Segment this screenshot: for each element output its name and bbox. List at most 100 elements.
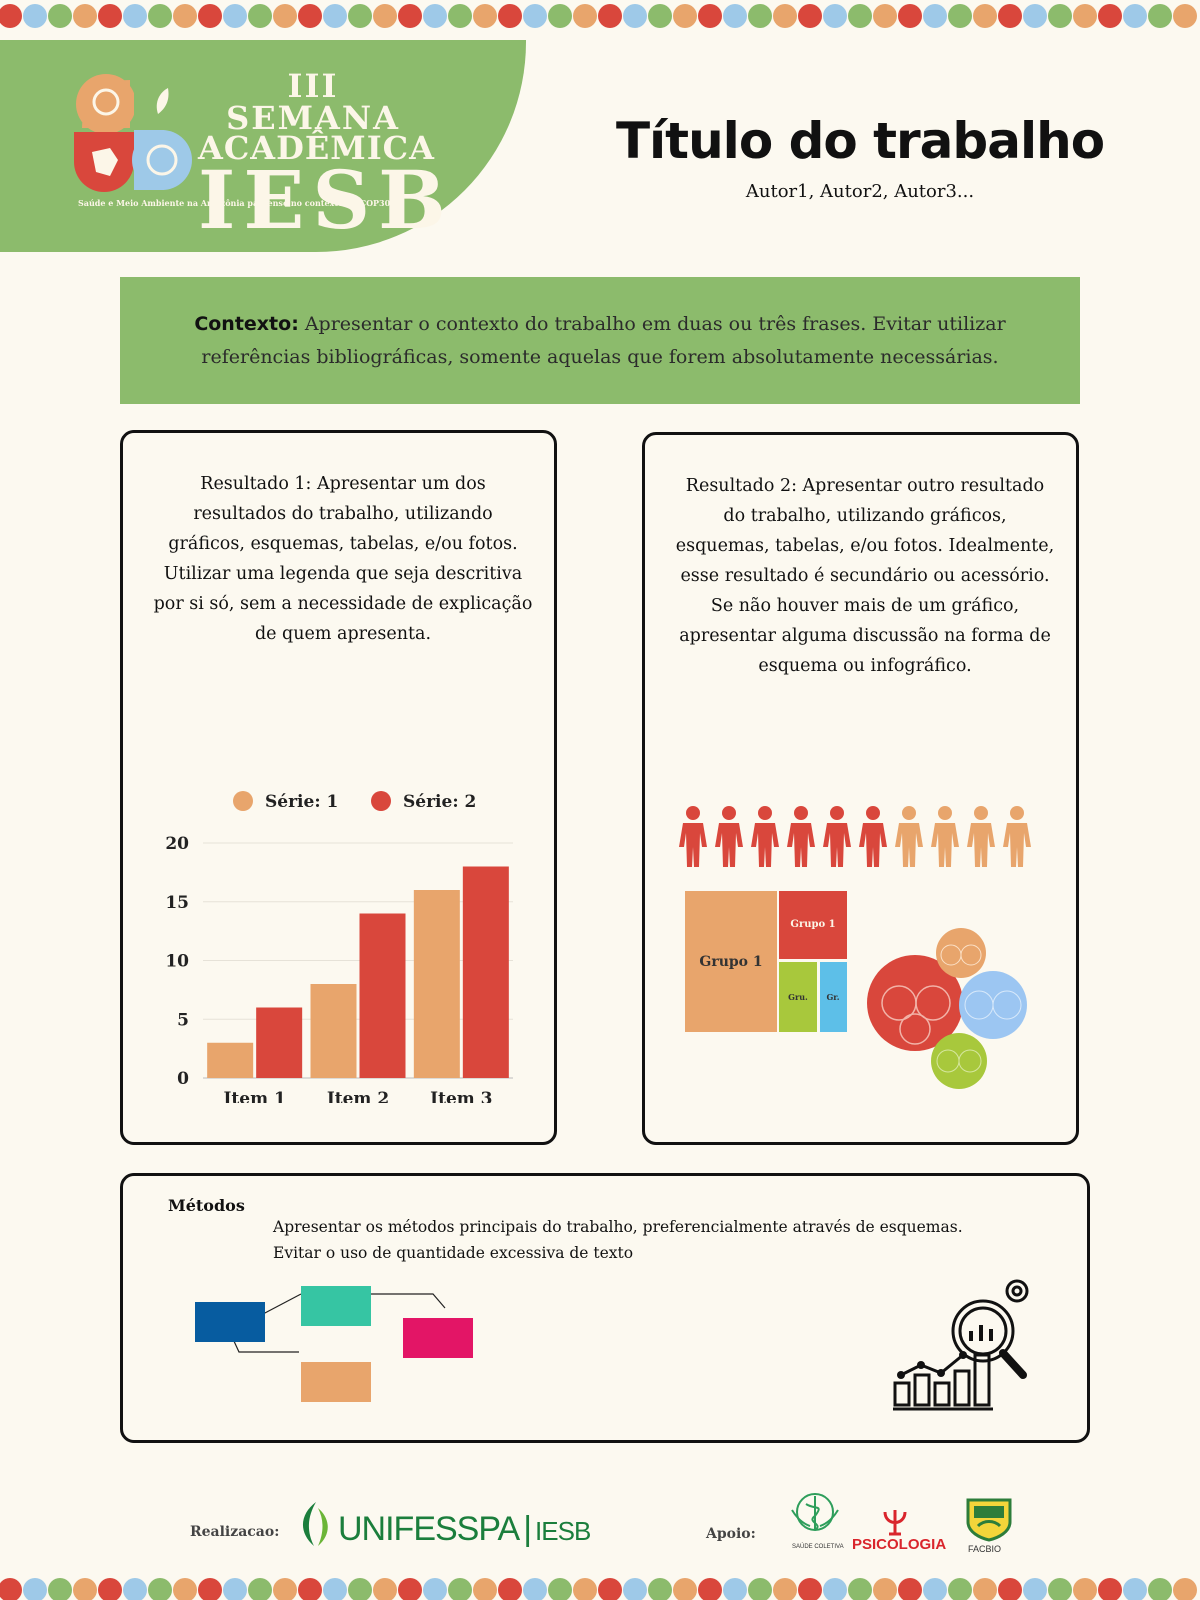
chart-bars (207, 866, 509, 1078)
border-dot (898, 4, 922, 28)
result-2-text: Resultado 2: Apresentar outro resultado … (675, 476, 1055, 676)
border-dot (723, 4, 747, 28)
legend-swatch-series-1 (233, 791, 253, 811)
treemap-label-small2: Gr. (826, 992, 839, 1002)
border-dot (98, 4, 122, 28)
border-dot (248, 1578, 272, 1600)
logo-line-3: IESB (198, 153, 454, 247)
methods-box-orange (301, 1362, 371, 1402)
border-dot (1073, 1578, 1097, 1600)
border-dot (948, 1578, 972, 1600)
border-dot (223, 1578, 247, 1600)
person-icon (679, 806, 707, 867)
border-dot (1123, 4, 1147, 28)
context-box: Contexto: Apresentar o contexto do traba… (120, 277, 1080, 404)
border-dot (448, 4, 472, 28)
border-dot (798, 1578, 822, 1600)
border-dot (1148, 1578, 1172, 1600)
facbio-logo (966, 1498, 1012, 1542)
methods-box-blue (195, 1302, 265, 1342)
border-dot (123, 1578, 147, 1600)
y-tick-label: 10 (165, 952, 189, 972)
border-dot (698, 1578, 722, 1600)
context-text: Apresentar o contexto do trabalho em dua… (201, 313, 1006, 368)
border-dot (748, 4, 772, 28)
border-dot (698, 4, 722, 28)
realizacao-label: Realizacao: (190, 1524, 280, 1540)
border-dot (73, 1578, 97, 1600)
context-paragraph: Contexto: Apresentar o contexto do traba… (160, 308, 1040, 373)
border-dot (398, 1578, 422, 1600)
bubble-chart (867, 928, 1027, 1089)
iesb-text: IESB (535, 1516, 591, 1546)
logo-line-1: III SEMANA (226, 67, 400, 137)
person-icon (859, 806, 887, 867)
border-dot (998, 1578, 1022, 1600)
border-dot (148, 1578, 172, 1600)
border-dot (373, 1578, 397, 1600)
border-dot (648, 4, 672, 28)
legend-swatch-series-2 (371, 791, 391, 811)
border-dot (823, 4, 847, 28)
border-dot (48, 4, 72, 28)
border-dot (973, 1578, 997, 1600)
border-dot (498, 1578, 522, 1600)
result-1-card: Resultado 1: Apresentar um dos resultado… (120, 430, 557, 1145)
border-dot (848, 1578, 872, 1600)
border-dot (648, 1578, 672, 1600)
analytics-icon (893, 1279, 1029, 1411)
border-dot (248, 4, 272, 28)
top-dot-border (0, 4, 1197, 28)
border-dot (473, 4, 497, 28)
methods-box-pink (403, 1318, 473, 1358)
poster-authors: Autor1, Autor2, Autor3... (745, 181, 975, 202)
border-dot (498, 4, 522, 28)
border-dot (473, 1578, 497, 1600)
methods-box-teal (301, 1286, 371, 1326)
border-dot (423, 4, 447, 28)
treemap-cell-small2 (820, 962, 847, 1032)
logo-tagline: Saúde e Meio Ambiente na Amazônia paraen… (78, 198, 393, 208)
border-dot (773, 1578, 797, 1600)
unifesspa-leaf-icon (302, 1502, 328, 1546)
border-dot (673, 4, 697, 28)
psicologia-logo: PSICOLOGIA (852, 1536, 947, 1553)
border-dot (1173, 1578, 1197, 1600)
border-dot (598, 4, 622, 28)
border-dot (748, 1578, 772, 1600)
y-tick-label: 5 (177, 1010, 189, 1030)
treemap-label-small1: Gru. (788, 992, 808, 1002)
border-dot (523, 1578, 547, 1600)
border-dot (873, 1578, 897, 1600)
border-dot (373, 4, 397, 28)
border-dot (198, 4, 222, 28)
treemap-chart: Grupo 1 Grupo 1 Gru. Gr. (685, 891, 847, 1032)
chart-x-axis: Item 1 Item 2 Item 3 (223, 1089, 492, 1103)
border-dot (923, 1578, 947, 1600)
border-dot (348, 1578, 372, 1600)
border-dot (573, 1578, 597, 1600)
border-dot (73, 4, 97, 28)
bar-item-1-series-2 (256, 1007, 303, 1078)
border-dot (873, 4, 897, 28)
border-dot (798, 4, 822, 28)
chart-legend: Série: 1 Série: 2 (233, 791, 476, 812)
poster-title: Título do trabalho (615, 112, 1105, 170)
saude-coletiva-logo (791, 1493, 839, 1531)
border-dot (1173, 4, 1197, 28)
bar-item-2-series-2 (359, 913, 406, 1078)
person-icon (787, 806, 815, 867)
y-tick-label: 15 (165, 893, 189, 913)
border-dot (398, 4, 422, 28)
unifesspa-text: UNIFESSPA (338, 1510, 520, 1548)
border-dot (298, 1578, 322, 1600)
border-dot (273, 1578, 297, 1600)
border-dot (1023, 4, 1047, 28)
border-dot (1048, 1578, 1072, 1600)
psicologia-psi-icon (883, 1510, 907, 1536)
person-icon (715, 806, 743, 867)
legend-label-series-1: Série: 1 (265, 792, 338, 812)
border-dot (1048, 4, 1072, 28)
x-tick-label: Item 2 (327, 1089, 389, 1103)
bottom-dot-border (0, 1578, 1197, 1600)
